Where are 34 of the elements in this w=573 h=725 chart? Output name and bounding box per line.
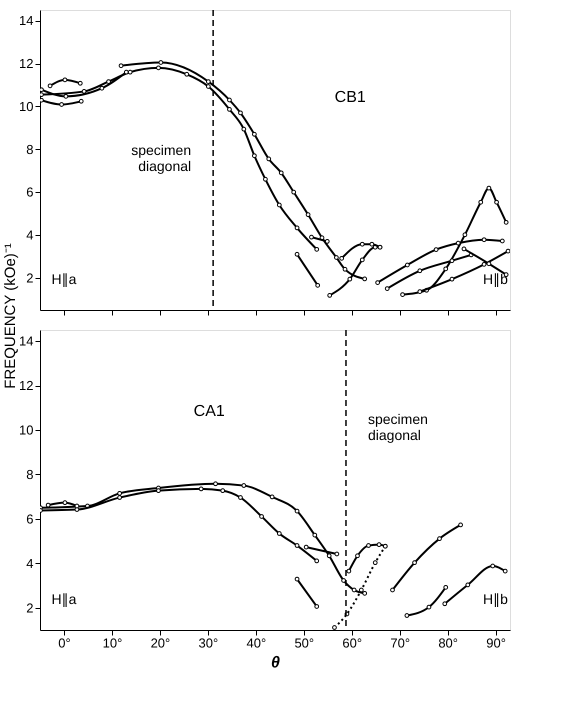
x-tick-label: 10°	[102, 636, 122, 650]
ref-line-label: specimen diagonal	[131, 142, 192, 174]
y-tick-label: 6	[26, 511, 34, 526]
annotation: H∥b	[482, 271, 508, 287]
x-tick-label: 70°	[390, 636, 410, 650]
x-tick-label: 40°	[246, 636, 266, 650]
x-tick-label: 20°	[150, 636, 170, 650]
x-tick-label: 80°	[438, 636, 458, 650]
y-tick-label: 2	[26, 270, 34, 286]
y-tick-label: 2	[26, 600, 34, 616]
y-tick-label: 4	[26, 556, 34, 571]
y-tick-label: 14	[19, 13, 34, 28]
annotation: H∥b	[482, 591, 508, 607]
x-tick-label: 50°	[294, 636, 314, 650]
y-tick-label: 8	[26, 466, 34, 482]
annotation: H∥a	[52, 271, 77, 287]
annotation: CA1	[194, 403, 225, 420]
y-tick-label: 10	[19, 422, 34, 438]
y-tick-label: 10	[19, 98, 34, 114]
annotation: H∥a	[52, 591, 77, 607]
y-tick-label: 12	[19, 56, 34, 72]
x-tick-label: 60°	[342, 636, 362, 650]
y-tick-label: 8	[26, 142, 34, 157]
ref-line-label: specimen diagonal	[368, 411, 428, 443]
x-axis-title: θ	[271, 654, 280, 672]
x-tick-label: 90°	[486, 636, 506, 650]
y-tick-label: 12	[19, 378, 34, 394]
x-tick-label: 30°	[198, 636, 218, 650]
y-tick-label: 14	[19, 334, 34, 349]
y-tick-label: 4	[26, 228, 34, 242]
annotation: CB1	[334, 89, 366, 106]
y-tick-label: 6	[26, 184, 34, 200]
x-tick-label: 0°	[58, 636, 71, 650]
y-axis-title: FREQUENCY (kOe)⁻¹	[2, 243, 19, 389]
